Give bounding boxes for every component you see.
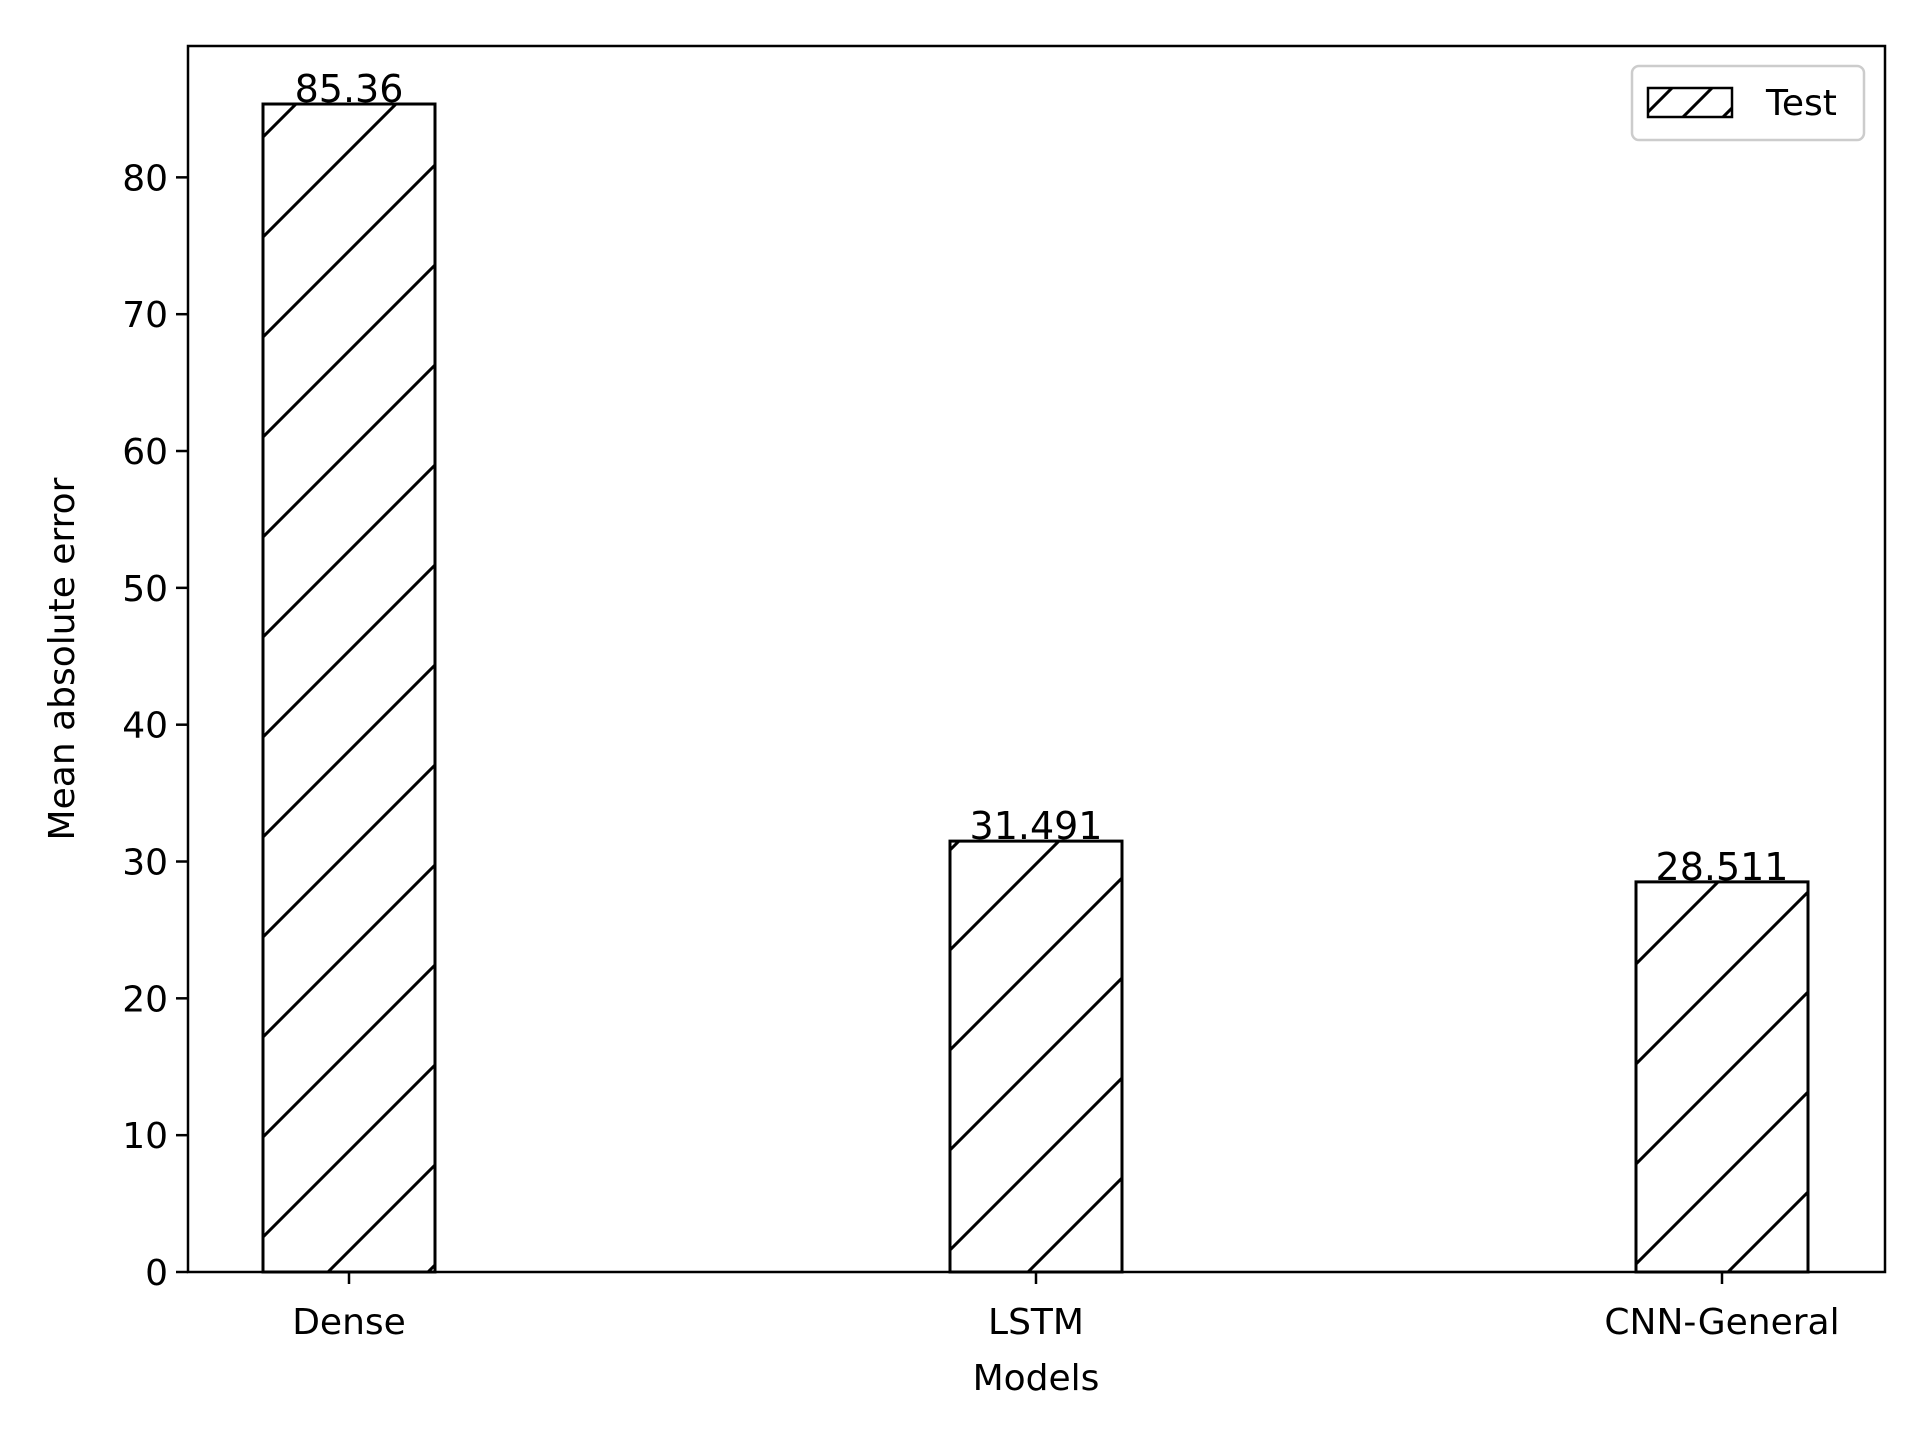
y-tick-label: 70: [122, 295, 168, 336]
y-tick-label: 20: [122, 979, 168, 1020]
data-labels: 85.36 31.491 28.511: [295, 67, 1789, 889]
y-tick-label: 60: [122, 432, 168, 473]
data-label: 28.511: [1656, 845, 1789, 889]
x-axis: Dense LSTM CNN-General: [292, 1272, 1840, 1343]
y-tick-label: 40: [122, 706, 168, 747]
y-tick-label: 10: [122, 1116, 168, 1157]
x-tick-label: CNN-General: [1604, 1302, 1839, 1343]
y-tick-label: 30: [122, 843, 168, 884]
x-axis-label: Models: [973, 1358, 1100, 1399]
bar-lstm: [948, 839, 1124, 1274]
bars: [261, 102, 1810, 1274]
legend-swatch: [1646, 86, 1734, 119]
legend-label: Test: [1765, 83, 1837, 124]
x-tick-label: Dense: [292, 1302, 406, 1343]
y-tick-label: 0: [145, 1253, 168, 1294]
y-axis-label: Mean absolute error: [42, 477, 83, 840]
data-label: 31.491: [970, 804, 1103, 848]
legend[interactable]: Test: [1630, 64, 1866, 142]
bar-cnn-general: [1634, 880, 1810, 1274]
y-axis: 0 10 20 30 40 50 60 70 80: [122, 158, 188, 1294]
data-label: 85.36: [295, 67, 404, 111]
legend-frame: [1630, 64, 1866, 142]
x-tick-label: LSTM: [988, 1302, 1084, 1343]
y-tick-label: 50: [122, 569, 168, 610]
y-tick-label: 80: [122, 158, 168, 199]
bar-dense: [261, 102, 437, 1274]
